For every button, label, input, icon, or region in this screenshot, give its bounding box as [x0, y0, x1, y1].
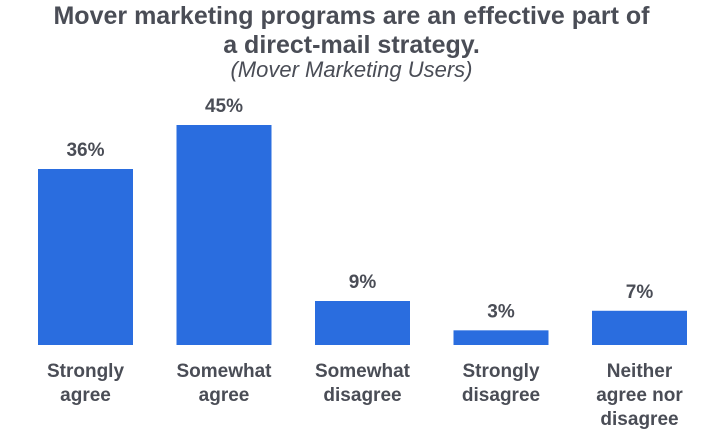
category-label-3: Somewhat disagree	[315, 361, 411, 406]
category-label-line: agree	[60, 385, 111, 406]
category-label-line: disagree	[323, 385, 401, 406]
value-label-2: 45%	[205, 96, 243, 117]
category-label-line: agree nor	[596, 385, 683, 406]
category-label-4: Strongly disagree	[462, 361, 540, 406]
category-label-line: disagree	[462, 385, 540, 406]
chart-title-line-1: Mover marketing programs are an effectiv…	[53, 2, 650, 30]
value-label-1: 36%	[66, 140, 104, 161]
value-label-5: 7%	[626, 282, 654, 303]
bar-5	[592, 310, 687, 345]
category-label-line: Neither	[607, 361, 673, 382]
category-label-line: Somewhat	[176, 361, 272, 382]
category-label-line: Somewhat	[315, 361, 411, 382]
chart-title: Mover marketing programs are an effectiv…	[0, 2, 703, 60]
value-label-3: 9%	[349, 272, 377, 293]
category-label-line: Strongly	[462, 361, 539, 382]
category-label-1: Strongly agree	[47, 361, 124, 406]
chart-subtitle: (Mover Marketing Users)	[230, 57, 473, 82]
chart-title-line-2: a direct-mail strategy.	[223, 31, 480, 59]
category-label-line: agree	[199, 385, 250, 406]
bar-2	[176, 125, 272, 345]
bar-4	[453, 330, 549, 345]
value-label-4: 3%	[487, 301, 515, 322]
category-label-line: disagree	[600, 409, 678, 430]
bar-1	[38, 169, 133, 345]
category-label-2: Somewhat agree	[176, 361, 272, 406]
bar-3	[315, 301, 410, 345]
category-label-5: Neither agree nor disagree	[596, 361, 683, 430]
category-label-line: Strongly	[47, 361, 124, 382]
